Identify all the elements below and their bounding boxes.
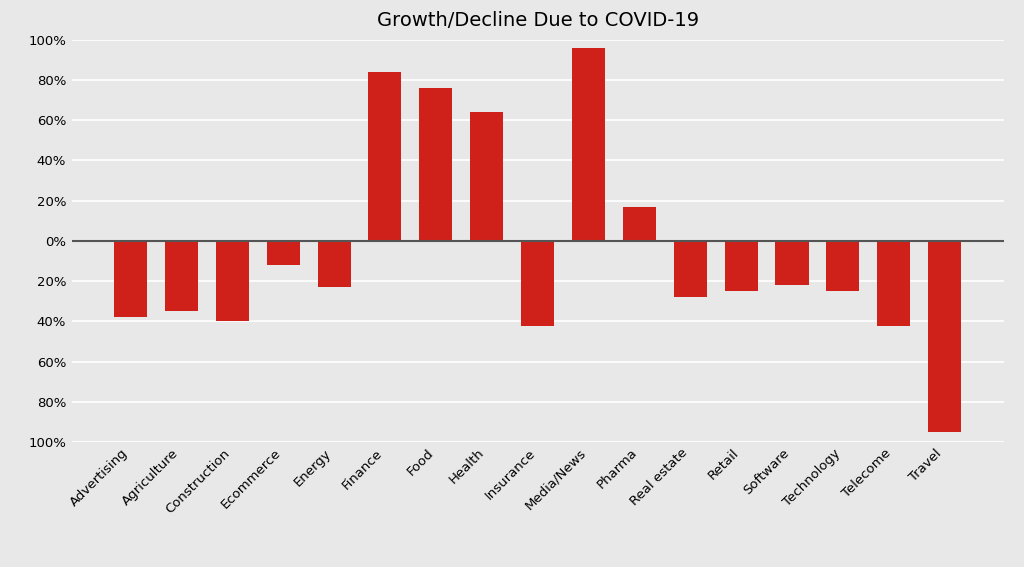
Bar [826, 241, 859, 291]
Title: Growth/Decline Due to COVID-19: Growth/Decline Due to COVID-19 [377, 11, 698, 30]
Bar [572, 48, 605, 241]
Bar [369, 72, 401, 241]
Bar [725, 241, 758, 291]
Bar [470, 112, 503, 241]
Bar [266, 241, 300, 265]
Bar [419, 88, 453, 241]
Bar [674, 241, 707, 297]
Bar [114, 241, 147, 318]
Bar [521, 241, 554, 325]
Bar [928, 241, 962, 432]
Bar [775, 241, 809, 285]
Bar [878, 241, 910, 325]
Bar [216, 241, 249, 321]
Bar [623, 207, 656, 241]
Bar [317, 241, 350, 287]
Bar [165, 241, 198, 311]
